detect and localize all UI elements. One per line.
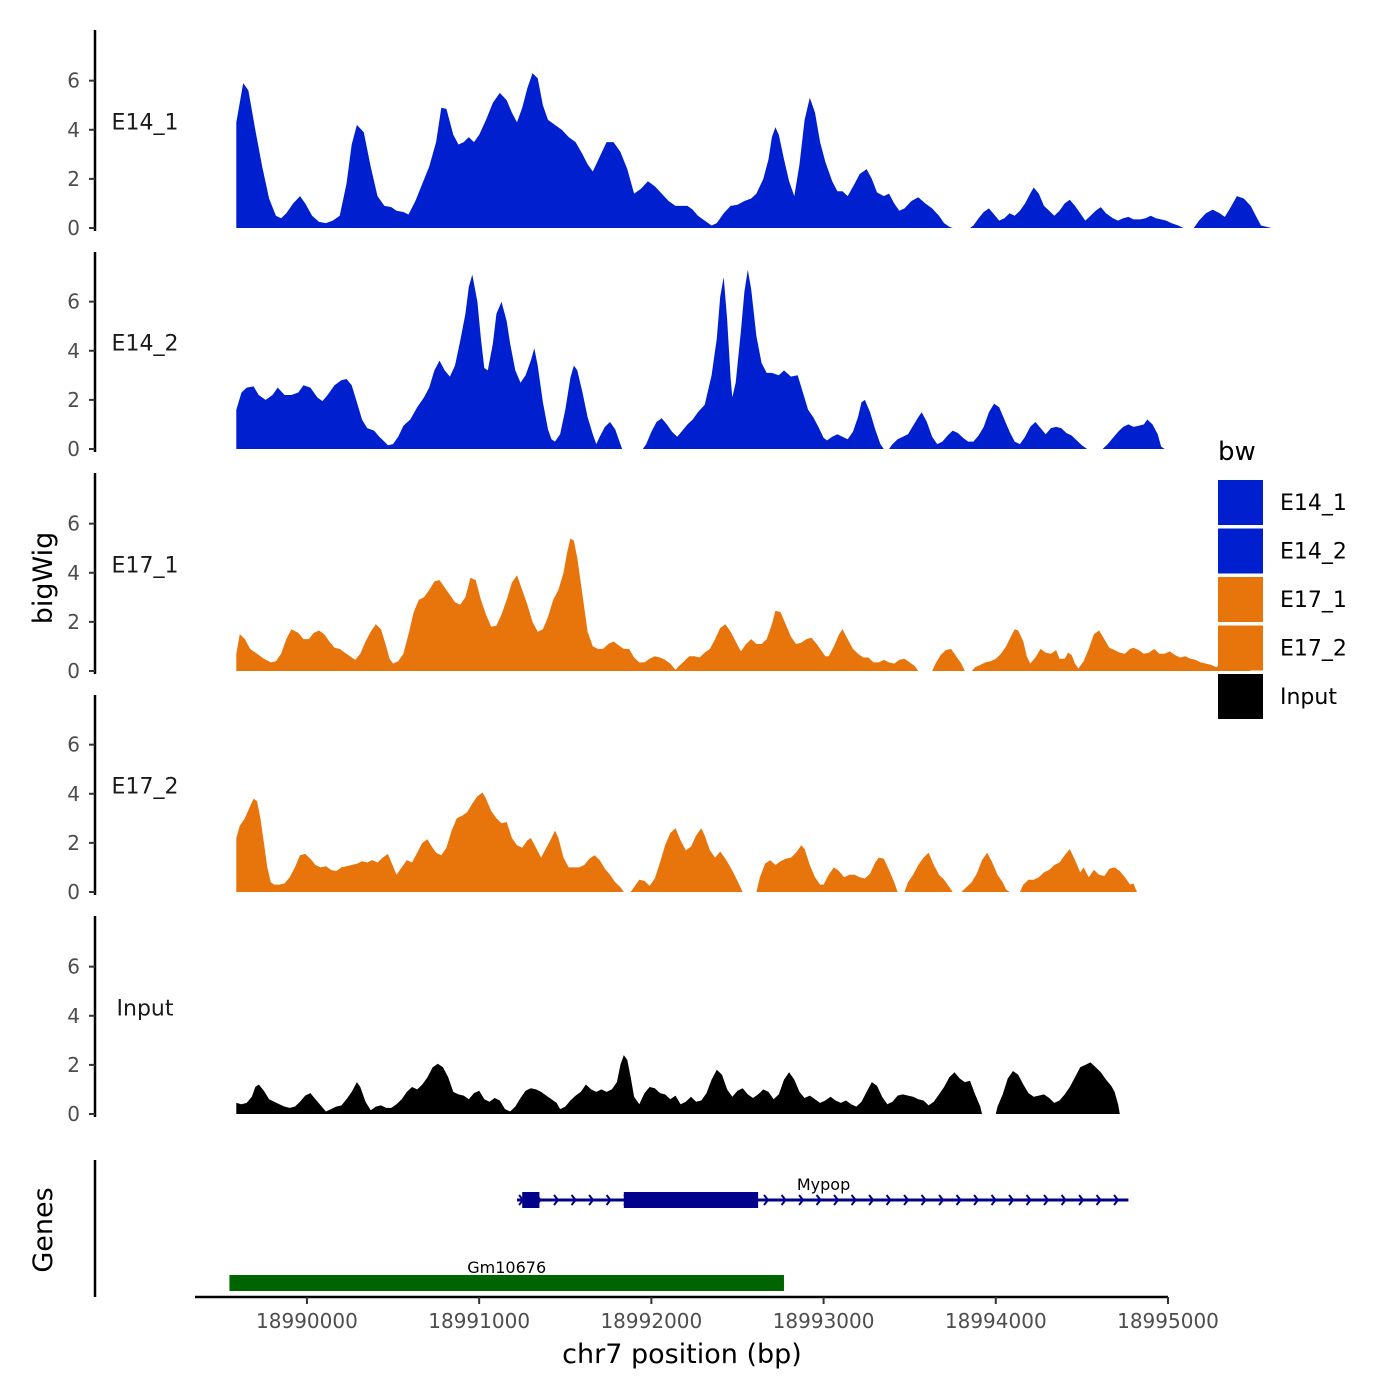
x-tick-label: 18990000 <box>256 1309 358 1333</box>
legend-item-E17_2: E17_2 <box>1218 625 1347 671</box>
legend-swatch <box>1218 577 1263 622</box>
track-E17_2: 0 2 4 6 E17_2 <box>67 695 1138 904</box>
legend-item-E14_1: E14_1 <box>1218 480 1347 525</box>
coverage-area <box>236 269 1165 449</box>
y-axis-title: bigWig <box>28 532 59 625</box>
x-tick-label: 18992000 <box>600 1309 702 1333</box>
y-tick-label: 2 <box>67 167 80 191</box>
legend: bw E14_1 E14_2 E17_1 E17_2 Input <box>1218 437 1347 719</box>
y-tick-label: 2 <box>67 388 80 412</box>
legend-label: E17_2 <box>1280 637 1347 662</box>
y-tick-label: 4 <box>67 339 80 363</box>
strand-arrow <box>588 1194 595 1206</box>
strand-arrow <box>1043 1194 1050 1206</box>
strand-arrow <box>990 1194 997 1206</box>
y-tick-label: 4 <box>67 1004 80 1028</box>
strand-arrow <box>815 1194 822 1206</box>
y-tick-label: 4 <box>67 118 80 142</box>
strand-arrow <box>868 1194 875 1206</box>
legend-swatch <box>1218 528 1263 574</box>
legend-item-E17_1: E17_1 <box>1218 577 1347 622</box>
strand-arrow <box>553 1194 560 1206</box>
coverage-area <box>236 73 1272 228</box>
exon-block <box>623 1192 759 1208</box>
y-tick-label: 6 <box>67 733 80 757</box>
y-tick-label: 0 <box>67 880 80 904</box>
y-tick-label: 6 <box>67 512 80 536</box>
y-tick-label: 6 <box>67 955 80 979</box>
coverage-tracks: 0 2 4 6 E14_1 0 2 4 6 E14_2 0 2 4 6 E17_1 0 2 4 6 E17_2 0 2 4 6… <box>67 30 1272 1126</box>
strand-arrow <box>1008 1194 1015 1206</box>
y-tick-label: 4 <box>67 561 80 585</box>
strand-arrow <box>903 1194 910 1206</box>
x-tick-label: 18991000 <box>428 1309 530 1333</box>
exon-block <box>229 1275 784 1291</box>
strand-arrow <box>973 1194 980 1206</box>
x-axis-title: chr7 position (bp) <box>562 1339 802 1370</box>
y-tick-label: 2 <box>67 610 80 634</box>
track-label: E17_2 <box>112 774 179 799</box>
y-tick-label: 0 <box>67 659 80 683</box>
strand-arrow <box>1078 1194 1085 1206</box>
track-label: Input <box>117 996 174 1021</box>
strand-arrow <box>833 1194 840 1206</box>
track-E14_2: 0 2 4 6 E14_2 <box>67 252 1165 461</box>
strand-arrow <box>920 1194 927 1206</box>
strand-arrow <box>850 1194 857 1206</box>
track-label: E14_1 <box>112 110 179 135</box>
coverage-area <box>236 538 1251 671</box>
legend-item-Input: Input <box>1218 674 1337 719</box>
coverage-area <box>236 1055 1120 1114</box>
track-label: E17_1 <box>112 553 179 578</box>
track-Input: 0 2 4 6 Input <box>67 916 1120 1126</box>
strand-arrow <box>798 1194 805 1206</box>
legend-title: bw <box>1218 437 1256 467</box>
exon-block <box>522 1192 540 1208</box>
x-tick-label: 18995000 <box>1117 1309 1219 1333</box>
legend-label: Input <box>1280 685 1337 710</box>
y-tick-label: 0 <box>67 216 80 240</box>
legend-item-E14_2: E14_2 <box>1218 528 1347 574</box>
strand-arrow <box>780 1194 787 1206</box>
legend-swatch <box>1218 480 1263 525</box>
gene-Mypop: Mypop <box>517 1175 1129 1208</box>
strand-arrow <box>1095 1194 1102 1206</box>
gene-Gm10676: Gm10676 <box>229 1258 784 1291</box>
strand-arrow <box>885 1194 892 1206</box>
legend-swatch <box>1218 674 1263 719</box>
gene-label: Gm10676 <box>467 1258 546 1277</box>
y-tick-label: 4 <box>67 782 80 806</box>
strand-arrow <box>955 1194 962 1206</box>
strand-arrow <box>1025 1194 1032 1206</box>
track-E17_1: 0 2 4 6 E17_1 <box>67 473 1251 683</box>
legend-swatch <box>1218 625 1263 671</box>
gene-track: Mypop Gm10676 <box>93 1160 1129 1297</box>
strand-arrow <box>1060 1194 1067 1206</box>
y-tick-label: 0 <box>67 1102 80 1126</box>
genes-axis-title: Genes <box>28 1187 59 1272</box>
coverage-area <box>236 792 1138 892</box>
y-tick-label: 2 <box>67 1053 80 1077</box>
y-tick-label: 2 <box>67 831 80 855</box>
track-E14_1: 0 2 4 6 E14_1 <box>67 30 1272 240</box>
strand-arrow <box>570 1194 577 1206</box>
gene-label: Mypop <box>797 1175 850 1194</box>
track-label: E14_2 <box>112 331 179 356</box>
x-tick-label: 18993000 <box>773 1309 875 1333</box>
y-tick-label: 6 <box>67 290 80 314</box>
strand-arrow <box>605 1194 612 1206</box>
legend-label: E17_1 <box>1280 588 1347 613</box>
legend-label: E14_2 <box>1280 540 1347 565</box>
y-tick-label: 6 <box>67 69 80 93</box>
strand-arrow <box>938 1194 945 1206</box>
legend-label: E14_1 <box>1280 491 1347 516</box>
strand-arrow <box>763 1194 770 1206</box>
y-tick-label: 0 <box>67 437 80 461</box>
strand-arrow <box>1113 1194 1120 1206</box>
x-axis: 18990000 18991000 18992000 18993000 18994000… <box>195 1295 1219 1333</box>
x-tick-label: 18994000 <box>945 1309 1047 1333</box>
